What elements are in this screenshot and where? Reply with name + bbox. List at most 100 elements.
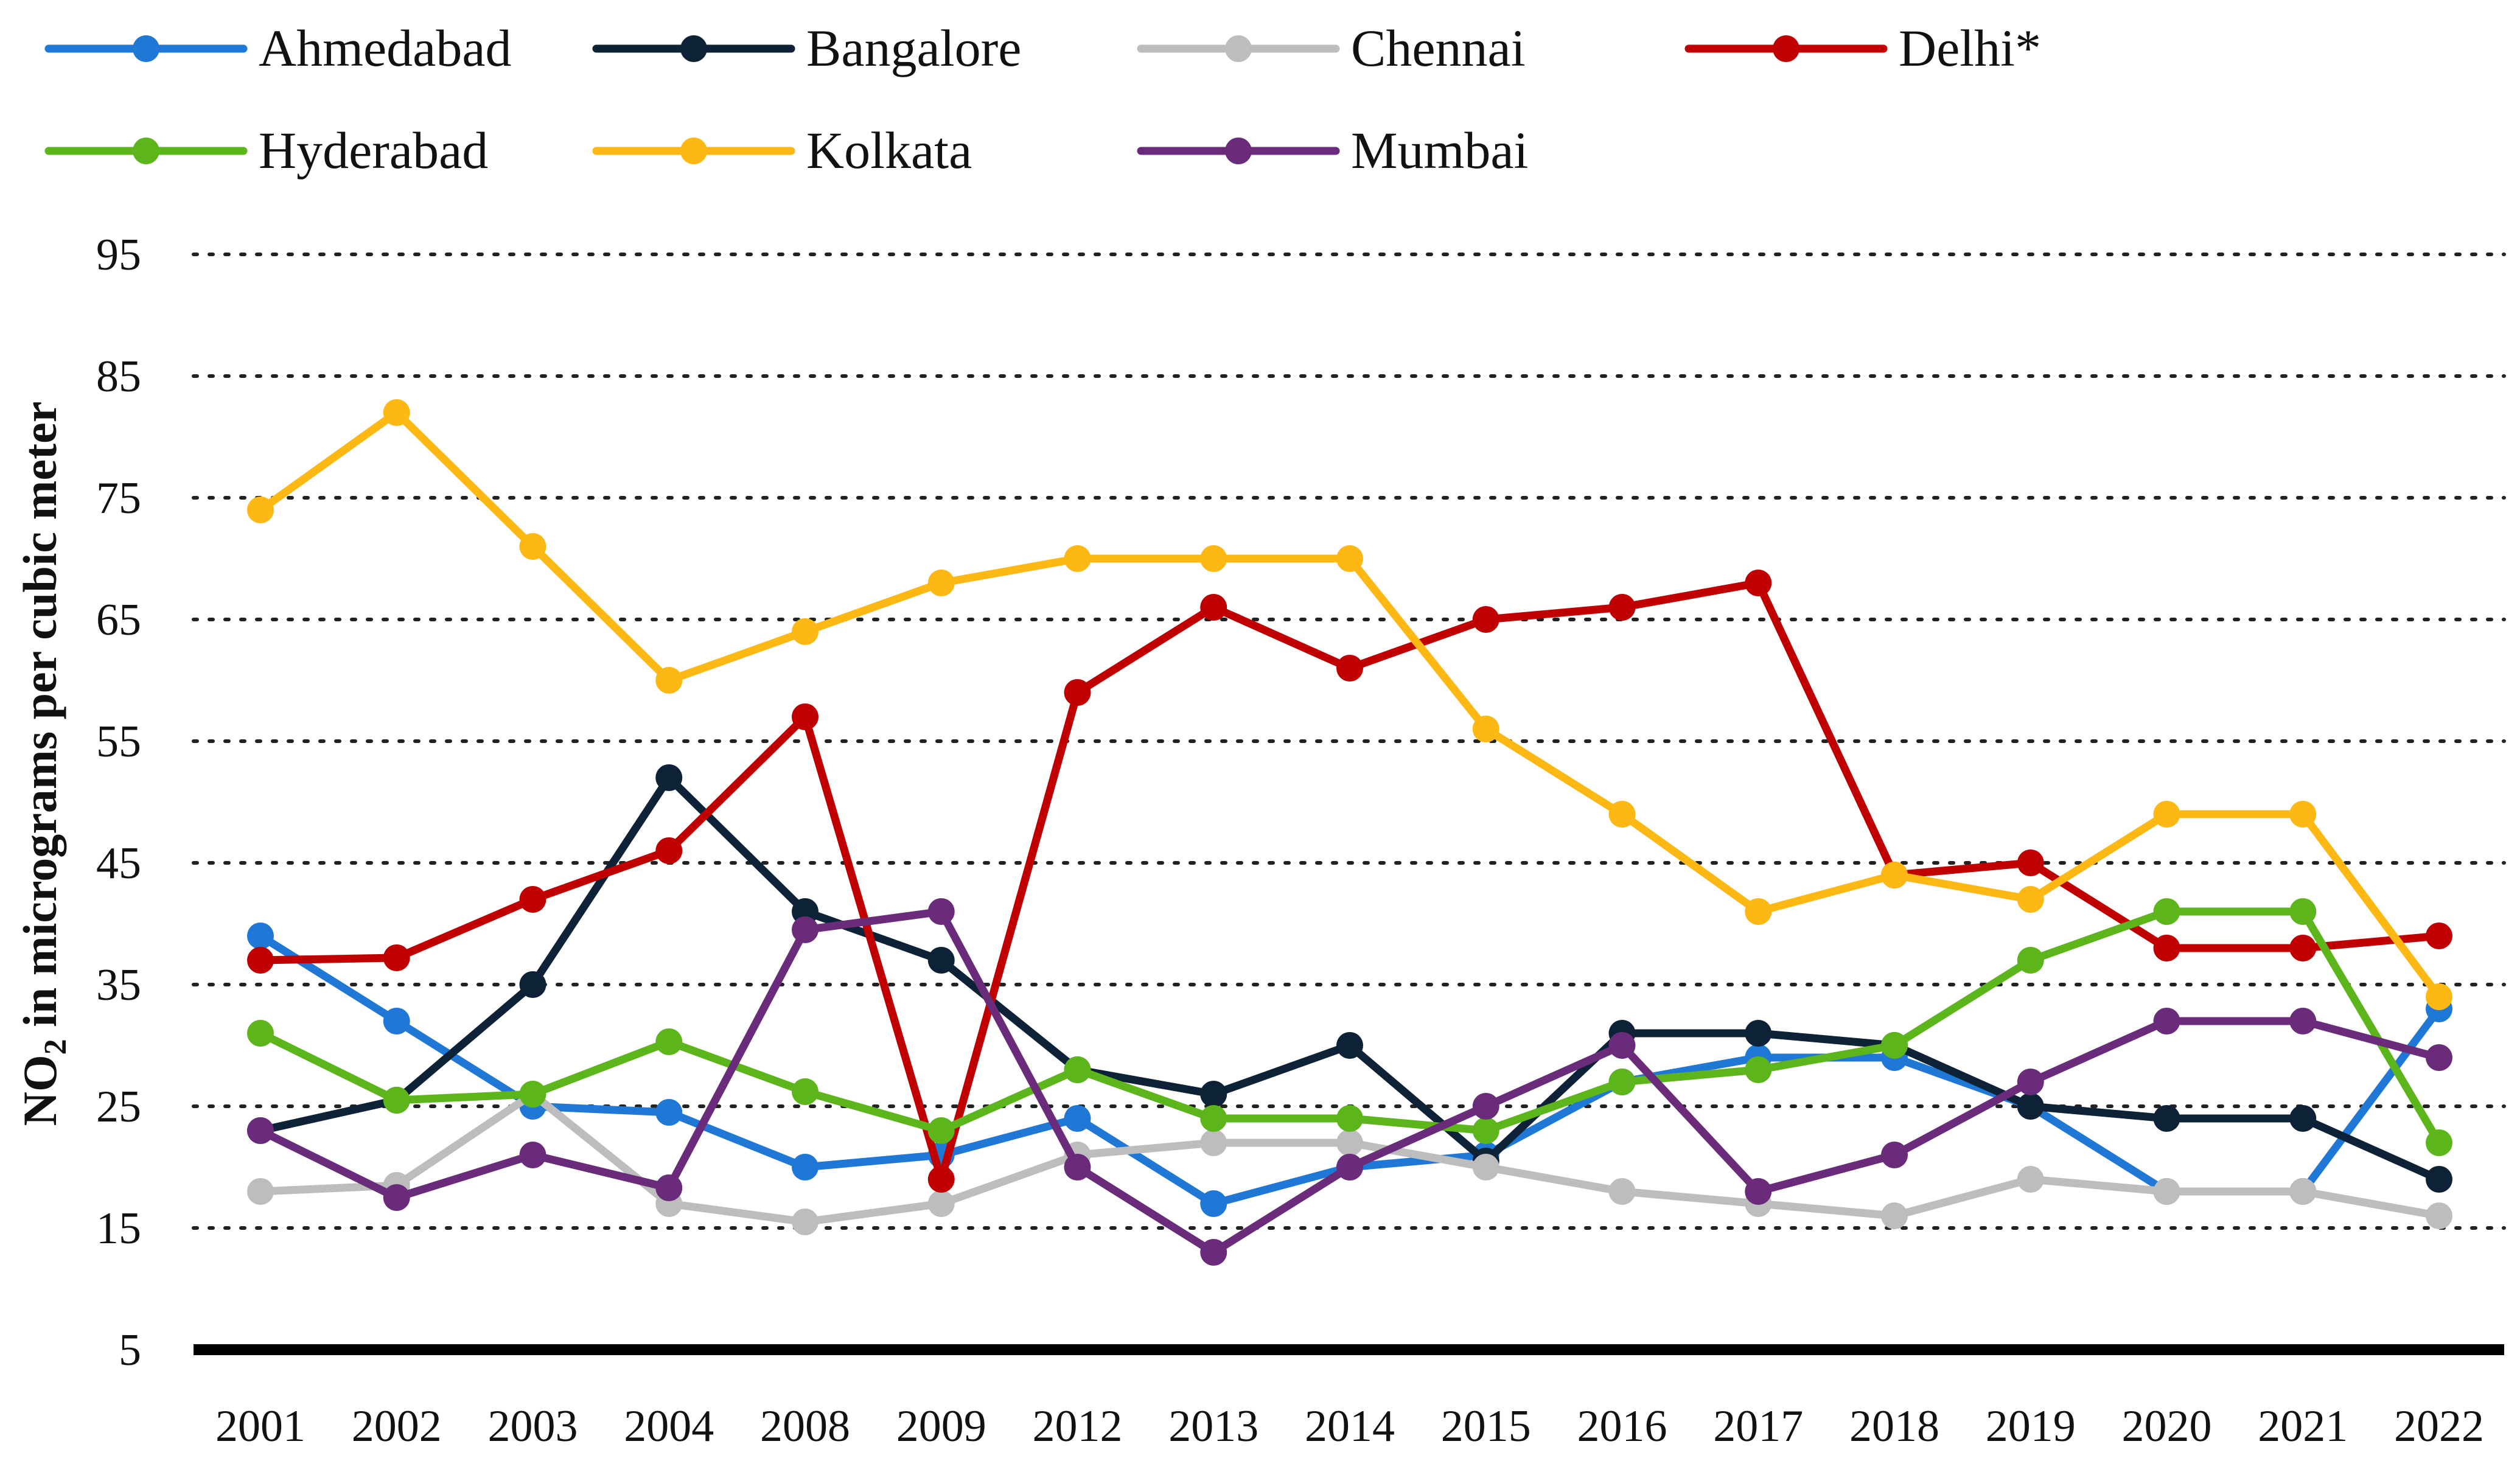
data-point-hyderabad [792,1078,818,1105]
data-point-hyderabad [655,1028,683,1055]
data-point-delhi [655,837,683,864]
y-tick-label: 35 [96,960,141,1010]
data-point-mumbai [1336,1154,1363,1181]
x-tick-label: 2004 [624,1401,714,1451]
data-point-hyderabad [1064,1056,1091,1083]
data-point-hyderabad [2426,1129,2452,1156]
data-point-mumbai [792,916,818,943]
data-point-bangalore [1336,1032,1363,1059]
data-point-kolkata [247,497,274,523]
data-point-kolkata [1745,898,1772,925]
legend-swatch-marker [1225,138,1252,164]
y-tick-label: 95 [96,230,141,280]
data-point-chennai [1608,1178,1636,1205]
data-point-kolkata [655,667,683,694]
data-point-bangalore [1200,1081,1227,1107]
series-line-kolkata [256,408,2443,1001]
x-tick-label: 2014 [1305,1401,1395,1451]
data-point-mumbai [655,1174,683,1201]
data-point-bangalore [2017,1093,2044,1120]
data-point-mumbai [1881,1142,1908,1168]
data-point-delhi [792,703,818,730]
legend-swatch-marker [1773,35,1799,62]
series-mumbai [247,898,2452,1266]
data-point-delhi [1745,570,1772,596]
legend-label: Chennai [1351,19,1526,77]
data-point-mumbai [2153,1008,2180,1034]
data-point-mumbai [1200,1239,1227,1266]
data-point-kolkata [2289,801,2317,828]
data-point-kolkata [1881,862,1908,888]
legend-item-chennai: Chennai [1137,19,1526,77]
y-axis-ticks: 5 15 25 35 45 55 65 75 85 95 [96,230,141,1375]
x-tick-label: 2008 [760,1401,850,1451]
data-point-kolkata [1200,545,1227,572]
data-point-kolkata [2426,983,2452,1010]
data-point-chennai [2153,1178,2180,1205]
data-point-mumbai [1472,1093,1499,1120]
data-point-delhi [1608,594,1636,621]
data-point-ahmedabad [655,1099,683,1126]
x-tick-label: 2022 [2394,1401,2484,1451]
x-tick-label: 2002 [352,1401,442,1451]
legend-item-mumbai: Mumbai [1137,121,1528,180]
legend-label: Delhi* [1899,19,2041,77]
y-axis-title: NO2 in micrograms per cubic meter [13,402,73,1126]
data-point-kolkata [1064,545,1091,572]
data-point-chennai [1881,1202,1908,1229]
data-point-delhi [2289,935,2317,961]
legend-swatch-marker [680,138,707,164]
data-point-chennai [2426,1202,2452,1229]
data-point-chennai [1336,1129,1363,1156]
data-point-kolkata [2153,801,2180,828]
data-point-hyderabad [383,1087,410,1114]
legend: Ahmedabad Bangalore Chennai Delhi* Hyderabad… [44,19,2041,180]
series-kolkata [247,399,2452,1010]
y-tick-label: 85 [96,352,141,402]
legend-item-delhi: Delhi* [1684,19,2041,77]
y-tick-label: 65 [96,595,141,645]
legend-swatch-marker [133,138,159,164]
data-point-ahmedabad [247,923,274,949]
data-point-mumbai [383,1184,410,1211]
x-tick-label: 2012 [1033,1401,1123,1451]
data-point-kolkata [927,570,955,596]
y-tick-label: 25 [96,1082,141,1132]
legend-label: Mumbai [1351,121,1528,180]
data-point-hyderabad [927,1117,955,1144]
data-point-hyderabad [1472,1117,1499,1144]
x-tick-label: 2001 [215,1401,305,1451]
x-axis-ticks: 2001 2002 2003 2004 2008 2009 2012 2013 2014 2015… [215,1401,2484,1451]
data-point-mumbai [2426,1044,2452,1071]
data-point-hyderabad [1608,1069,1636,1095]
series-layer [247,399,2452,1266]
data-point-ahmedabad [383,1008,410,1034]
gridlines [192,253,2506,1355]
data-point-chennai [2289,1178,2317,1205]
data-point-kolkata [2017,886,2044,913]
data-point-bangalore [2426,1166,2452,1193]
data-point-bangalore [2289,1105,2317,1132]
y-axis-title-rest: in micrograms per cubic meter [13,402,66,1039]
legend-swatch-marker [133,35,159,62]
data-point-kolkata [1336,545,1363,572]
data-point-hyderabad [2017,947,2044,974]
y-tick-label: 55 [96,717,141,767]
data-point-delhi [519,886,546,913]
data-point-mumbai [2289,1008,2317,1034]
legend-label: Bangalore [806,19,1021,77]
data-point-delhi [2426,923,2452,949]
x-tick-label: 2016 [1577,1401,1667,1451]
legend-label: Ahmedabad [259,19,512,77]
data-point-chennai [247,1178,274,1205]
data-point-hyderabad [1336,1105,1363,1132]
y-tick-label: 5 [119,1325,141,1375]
data-point-delhi [383,944,410,971]
data-point-mumbai [1064,1154,1091,1181]
data-point-mumbai [519,1142,546,1168]
x-tick-label: 2009 [896,1401,986,1451]
series-hyderabad [247,898,2452,1156]
legend-item-kolkata: Kolkata [592,121,972,180]
data-point-chennai [2017,1166,2044,1193]
